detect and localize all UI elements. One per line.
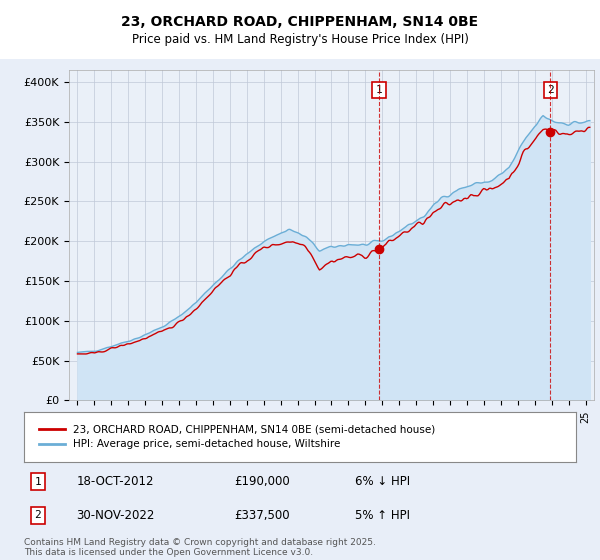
Text: Price paid vs. HM Land Registry's House Price Index (HPI): Price paid vs. HM Land Registry's House … <box>131 32 469 46</box>
Text: £190,000: £190,000 <box>234 475 290 488</box>
Text: 1: 1 <box>376 85 382 95</box>
Text: £337,500: £337,500 <box>234 508 289 522</box>
Text: 5% ↑ HPI: 5% ↑ HPI <box>355 508 410 522</box>
Text: Contains HM Land Registry data © Crown copyright and database right 2025.
This d: Contains HM Land Registry data © Crown c… <box>24 538 376 557</box>
Text: 2: 2 <box>34 510 41 520</box>
Legend: 23, ORCHARD ROAD, CHIPPENHAM, SN14 0BE (semi-detached house), HPI: Average price: 23, ORCHARD ROAD, CHIPPENHAM, SN14 0BE (… <box>35 420 440 454</box>
Text: 18-OCT-2012: 18-OCT-2012 <box>76 475 154 488</box>
Text: 1: 1 <box>34 477 41 487</box>
Text: 30-NOV-2022: 30-NOV-2022 <box>76 508 155 522</box>
Text: 6% ↓ HPI: 6% ↓ HPI <box>355 475 410 488</box>
Text: 2: 2 <box>547 85 554 95</box>
Text: 23, ORCHARD ROAD, CHIPPENHAM, SN14 0BE: 23, ORCHARD ROAD, CHIPPENHAM, SN14 0BE <box>121 15 479 29</box>
